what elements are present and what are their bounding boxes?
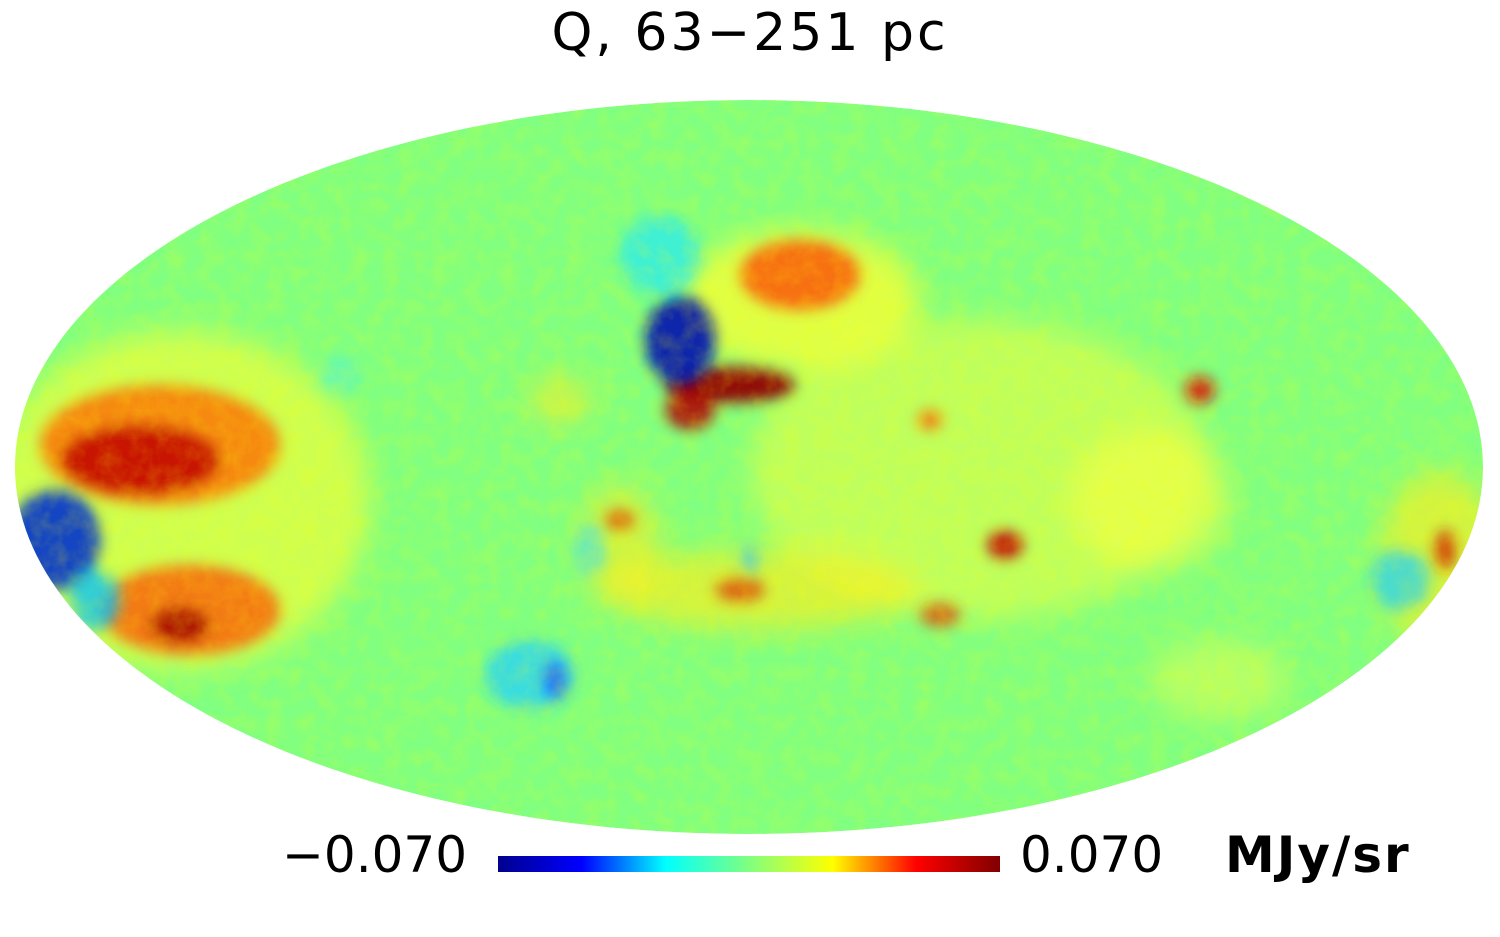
colorbar-min-label: −0.070 [282,826,468,884]
colorbar-unit-label: MJy/sr [1225,826,1411,884]
map-title: Q, 63−251 pc [551,3,949,63]
colorbar-max-label: 0.070 [1020,826,1164,884]
colorbar [498,856,1000,872]
map-texture [15,100,1483,834]
